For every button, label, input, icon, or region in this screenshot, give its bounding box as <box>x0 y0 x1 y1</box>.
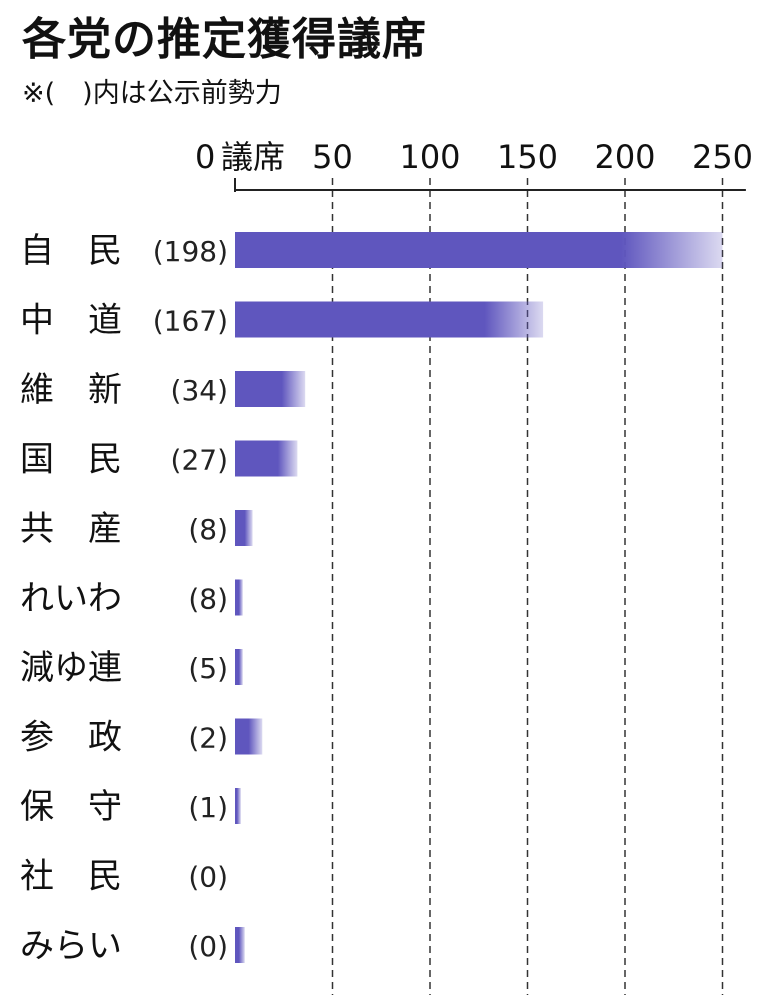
previous-seats-label: (2) <box>188 722 228 755</box>
gridlines <box>331 178 724 995</box>
chart-title: 各党の推定獲得議席 <box>22 14 427 65</box>
party-label: 自 民 <box>20 231 122 271</box>
bar <box>235 718 263 755</box>
previous-seats-label: (8) <box>188 513 228 546</box>
party-label: 参 政 <box>20 718 122 758</box>
bar <box>235 788 241 824</box>
x-tick-label: 0 <box>195 138 215 176</box>
party-label: 社 民 <box>20 857 122 897</box>
party-label: みらい <box>20 926 122 966</box>
party-label: 減ゆ連 <box>20 648 122 688</box>
party-label: 中 道 <box>20 301 122 341</box>
party-label: 維 新 <box>20 370 122 410</box>
party-label: 保 守 <box>20 787 122 827</box>
x-tick-label: 250 <box>692 138 753 176</box>
chart-subtitle: ※( )内は公示前勢力 <box>22 78 282 109</box>
party-label: 国 民 <box>20 440 122 480</box>
bar <box>235 927 245 963</box>
x-tick-label: 100 <box>399 138 460 176</box>
bar <box>235 371 306 407</box>
party-label: 共 産 <box>20 509 122 549</box>
bar <box>235 232 723 268</box>
bars <box>235 232 723 963</box>
x-axis-unit: 議席 <box>221 138 285 176</box>
previous-seats-label: (167) <box>153 305 228 338</box>
x-tick-label: 200 <box>594 138 655 176</box>
previous-seats-label: (5) <box>188 652 228 685</box>
x-tick-label: 50 <box>312 138 353 176</box>
party-label: れいわ <box>20 579 122 619</box>
bar <box>235 649 243 685</box>
bar <box>235 301 544 338</box>
x-tick-label: 150 <box>497 138 558 176</box>
bar <box>235 510 253 546</box>
previous-seats-label: (0) <box>188 861 228 894</box>
bar <box>235 579 243 616</box>
party-labels: 自 民 (198) 中 道 (167) 維 新 (34) 国 民 (27) 共 産 (8) れいわ (… <box>20 231 228 966</box>
previous-seats-label: (0) <box>188 930 228 963</box>
bar <box>235 440 298 477</box>
previous-seats-label: (198) <box>153 235 228 268</box>
previous-seats-label: (27) <box>171 444 228 477</box>
previous-seats-label: (1) <box>188 791 228 824</box>
previous-seats-label: (8) <box>188 583 228 616</box>
previous-seats-label: (34) <box>171 374 228 407</box>
x-axis: 0 議席 50 100 150 200 250 <box>195 138 753 192</box>
